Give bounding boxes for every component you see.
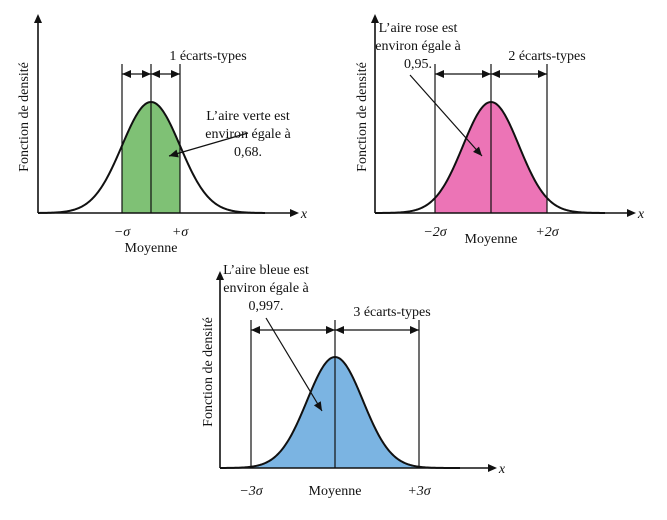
x-variable-label: x [637, 207, 645, 222]
x-variable-label: x [498, 462, 506, 477]
bracket-arrowhead [251, 326, 260, 334]
annotation-line: 0,997. [249, 299, 284, 314]
bracket-arrowhead [410, 326, 419, 334]
bracket-arrowhead [435, 70, 444, 78]
annotation-pointer-arrowhead [473, 146, 482, 156]
density-curve [375, 100, 605, 214]
bracket-label: 2 écarts-types [508, 49, 585, 64]
bracket-arrowhead [171, 70, 180, 78]
annotation-line: environ égale à [223, 281, 309, 296]
bracket-arrowhead [482, 70, 491, 78]
bracket-arrowhead [538, 70, 547, 78]
tick-label-right: +2σ [535, 225, 559, 240]
mean-label: Moyenne [465, 232, 518, 247]
bracket-arrowhead [142, 70, 151, 78]
annotation-line: L’aire bleue est [223, 263, 309, 278]
annotation-line: 0,68. [234, 145, 262, 160]
annotation-pointer [168, 132, 249, 157]
annotation-pointer-arrowhead [169, 149, 179, 158]
annotation-pointer [409, 74, 483, 157]
bracket-arrowhead [326, 326, 335, 334]
tick-label-right: +3σ [407, 484, 431, 499]
x-axis-arrowhead [290, 209, 299, 217]
y-axis-label: Fonction de densité [355, 62, 370, 172]
diagram-three-sigma: 3 écarts-types L’aire bleue est environ ég… [201, 263, 506, 499]
annotation-line: environ égale à [375, 39, 461, 54]
annotation-pointer-arrowhead [313, 401, 322, 411]
tick-label-left: −σ [114, 225, 131, 240]
x-axis-arrowhead [488, 464, 497, 472]
density-curve [219, 355, 460, 469]
bracket-label: 3 écarts-types [353, 305, 430, 320]
x-variable-label: x [300, 207, 308, 222]
tick-label-left: −2σ [423, 225, 447, 240]
y-axis-label: Fonction de densité [17, 62, 32, 172]
bracket-arrowhead [151, 70, 160, 78]
tick-label-right: +σ [172, 225, 189, 240]
annotation-pointer [265, 317, 323, 412]
diagram-two-sigma: 2 écarts-types L’aire rose est environ éga… [355, 14, 645, 247]
y-axis-arrowhead [34, 14, 42, 23]
tick-label-left: −3σ [239, 484, 263, 499]
annotation-line: 0,95. [404, 57, 432, 72]
y-axis-arrowhead [371, 14, 379, 23]
mean-label: Moyenne [309, 484, 362, 499]
bracket-arrowhead [122, 70, 131, 78]
bracket-arrowhead [335, 326, 344, 334]
x-axis-arrowhead [627, 209, 636, 217]
annotation-line: environ égale à [205, 127, 291, 142]
bracket-arrowhead [491, 70, 500, 78]
bracket-label: 1 écarts-types [169, 49, 246, 64]
y-axis-arrowhead [216, 271, 224, 280]
y-axis-label: Fonction de densité [201, 317, 216, 427]
diagram-one-sigma: 1 écarts-types L’aire verte est environ ég… [17, 14, 308, 256]
annotation-line: L’aire rose est [379, 21, 458, 36]
annotation-line: L’aire verte est [206, 109, 290, 124]
mean-label: Moyenne [125, 241, 178, 256]
